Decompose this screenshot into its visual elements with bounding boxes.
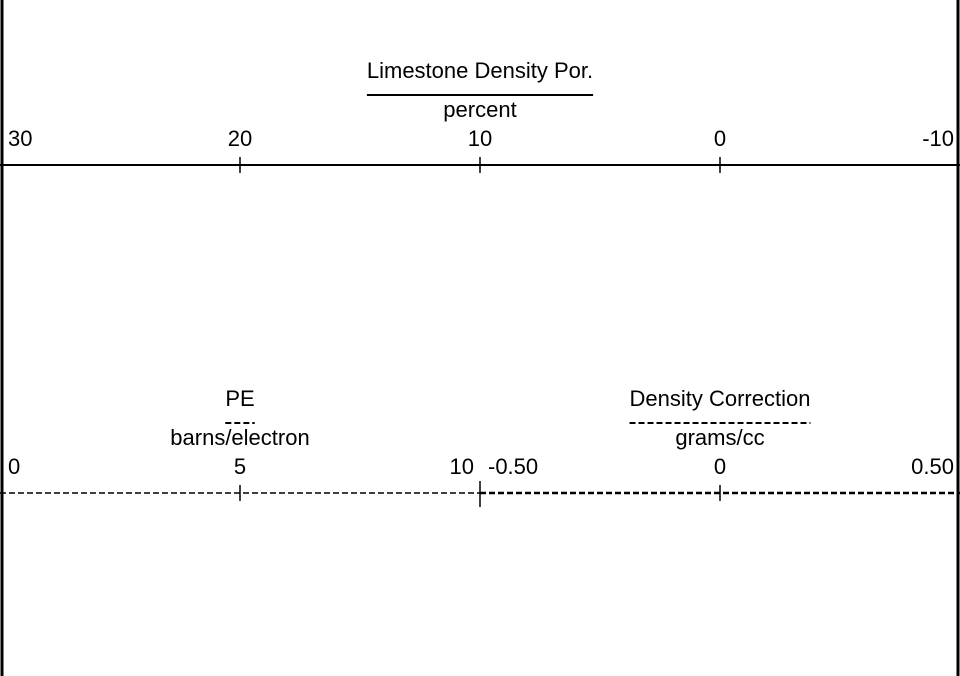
scale-unit: barns/electron [170,425,309,450]
tick-label: 30 [8,126,32,151]
tick-label: -0.50 [488,454,538,479]
scale-unit: grams/cc [675,425,764,450]
scale-unit: percent [443,97,516,122]
tick-label: -10 [922,126,954,151]
tick-label: 0 [714,454,726,479]
scale-title: PE [225,386,254,411]
tick-label: 0 [8,454,20,479]
tick-label: 20 [228,126,252,151]
scale-title: Density Correction [630,386,811,411]
tick-label: 10 [468,126,492,151]
tick-label: 0 [714,126,726,151]
scale-title: Limestone Density Por. [367,58,593,83]
tick-label: 0.50 [911,454,954,479]
tick-label: 5 [234,454,246,479]
tick-label: 10 [450,454,474,479]
